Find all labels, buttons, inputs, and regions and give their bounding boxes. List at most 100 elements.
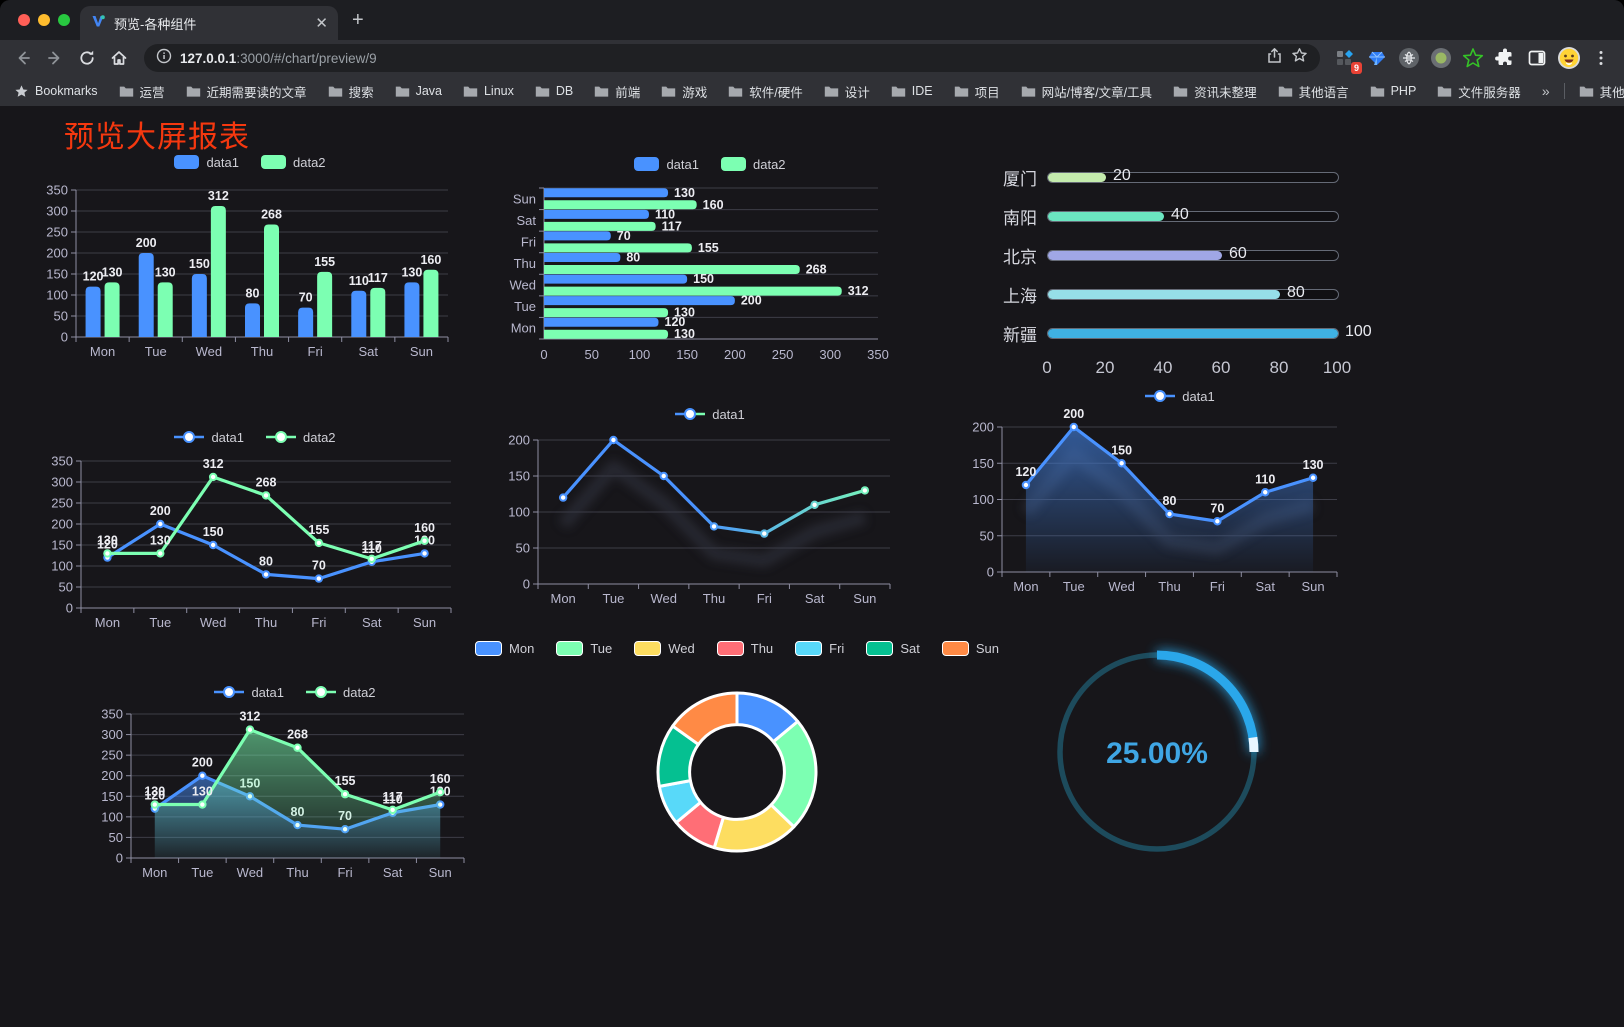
svg-text:Sun: Sun [853, 591, 876, 606]
new-tab-button[interactable]: + [352, 9, 364, 31]
svg-text:155: 155 [314, 255, 335, 269]
legend-item[interactable]: Tue [556, 640, 612, 656]
bookmark-star-icon[interactable] [1291, 47, 1308, 69]
legend-item[interactable]: Thu [716, 640, 773, 656]
folder-icon [119, 86, 133, 97]
menu-kebab-icon[interactable] [1588, 45, 1614, 71]
bookmark-folder[interactable]: 近期需要读的文章 [186, 82, 307, 101]
bookmark-folder[interactable]: 运营 [119, 82, 165, 101]
svg-text:Mon: Mon [550, 591, 575, 606]
svg-text:70: 70 [1210, 501, 1224, 515]
legend-item[interactable]: data2 [266, 430, 336, 445]
legend-item[interactable]: data2 [261, 155, 326, 170]
progress-row: 上海 80 [985, 284, 1339, 306]
bookmark-folder[interactable]: 其他语言 [1278, 82, 1349, 101]
bookmark-folder[interactable]: 资讯未整理 [1173, 82, 1257, 101]
bookmark-folder[interactable]: DB [535, 82, 573, 101]
tab-title: 预览-各种组件 [114, 16, 197, 32]
folder-icon [729, 86, 743, 97]
progress-label: 上海 [1003, 286, 1037, 306]
bookmark-folder[interactable]: 游戏 [661, 82, 707, 101]
svg-text:Mon: Mon [1013, 579, 1038, 594]
bookmark-folder[interactable]: 前端 [594, 82, 640, 101]
reload-button[interactable] [74, 45, 100, 71]
legend-item[interactable]: Mon [475, 640, 534, 656]
home-button[interactable] [106, 45, 132, 71]
site-info-icon[interactable] [156, 48, 172, 69]
svg-text:Sun: Sun [513, 191, 536, 206]
svg-text:50: 50 [59, 580, 73, 595]
svg-text:312: 312 [203, 457, 224, 471]
window-close-button[interactable] [18, 14, 30, 26]
legend-item[interactable]: data2 [306, 685, 376, 700]
svg-text:200: 200 [741, 294, 762, 308]
legend-item[interactable]: data1 [675, 407, 745, 422]
gem-extension-icon[interactable] [1364, 45, 1390, 71]
svg-text:Fri: Fri [308, 344, 323, 359]
bookmark-folder[interactable]: 项目 [954, 82, 1000, 101]
legend-item[interactable]: Sat [866, 640, 920, 656]
legend-item[interactable]: data1 [174, 155, 239, 170]
svg-text:130: 130 [155, 265, 176, 279]
legend-item[interactable]: data2 [721, 157, 786, 172]
svg-text:Sat: Sat [359, 344, 379, 359]
window-minimize-button[interactable] [38, 14, 50, 26]
bookmark-folder[interactable]: 软件/硬件 [728, 82, 803, 101]
devtools-extension-icon[interactable]: 9 [1332, 45, 1362, 74]
bookmark-folder[interactable]: Linux [463, 82, 514, 101]
legend-item[interactable]: data1 [634, 157, 699, 172]
svg-text:250: 250 [101, 748, 123, 763]
bookmark-folder[interactable]: 文件服务器 [1437, 82, 1521, 101]
svg-text:Thu: Thu [251, 344, 273, 359]
svg-text:130: 130 [401, 265, 422, 279]
svg-text:160: 160 [420, 253, 441, 267]
bookmark-folder[interactable]: PHP [1370, 82, 1416, 101]
bookmark-folder[interactable]: Java [395, 82, 442, 101]
bookmark-folder[interactable]: 搜索 [328, 82, 374, 101]
bookmark-folder[interactable]: IDE [891, 82, 933, 101]
legend-item[interactable]: data1 [214, 685, 284, 700]
other-bookmarks-folder[interactable]: 其他书签 [1579, 82, 1624, 101]
bookmark-folder[interactable]: 设计 [824, 82, 870, 101]
green-star-extension-icon[interactable] [1460, 45, 1486, 71]
svg-text:268: 268 [261, 207, 282, 221]
bookmarks-manager[interactable]: Bookmarks [14, 84, 98, 99]
chart-horizontal-bar: data1 data2 0 50 100 150 200 250 300 350 Sun 130 160… [500, 152, 920, 373]
svg-text:268: 268 [806, 263, 827, 277]
folder-icon [1579, 86, 1593, 97]
window-controls [18, 14, 70, 26]
bookmark-folder[interactable]: 网站/博客/文章/工具 [1021, 82, 1152, 101]
svg-text:130: 130 [674, 327, 695, 341]
emoji-extension-icon[interactable] [1556, 45, 1582, 71]
back-button[interactable] [10, 45, 36, 71]
svg-text:250: 250 [51, 496, 73, 511]
record-extension-icon[interactable] [1428, 45, 1454, 71]
legend-item[interactable]: Fri [795, 640, 844, 656]
svg-text:120: 120 [97, 538, 118, 552]
svg-text:Sun: Sun [410, 344, 433, 359]
bookmarks-overflow-chevron[interactable]: » [1541, 83, 1550, 99]
share-icon[interactable] [1266, 47, 1283, 69]
legend-item[interactable]: Sun [941, 640, 999, 656]
folder-icon [186, 86, 200, 97]
svg-text:110: 110 [1255, 472, 1275, 486]
tab-close-icon[interactable]: ✕ [315, 14, 328, 32]
browser-tab[interactable]: 预览-各种组件 ✕ [80, 6, 338, 40]
svg-text:130: 130 [192, 785, 213, 799]
window-zoom-button[interactable] [58, 14, 70, 26]
svg-text:Mon: Mon [90, 344, 115, 359]
legend-item[interactable]: Wed [634, 640, 695, 656]
chart-legend: data1 data2 [45, 425, 465, 449]
svg-text:Tue: Tue [149, 615, 171, 630]
forward-button[interactable] [42, 45, 68, 71]
knot-extension-icon[interactable] [1396, 45, 1422, 71]
extensions-puzzle-icon[interactable] [1492, 45, 1518, 71]
legend-item[interactable]: data1 [1145, 389, 1215, 404]
svg-text:150: 150 [101, 789, 123, 804]
legend-item[interactable]: data1 [174, 430, 244, 445]
svg-text:300: 300 [819, 347, 841, 362]
svg-text:130: 130 [144, 785, 165, 799]
side-panel-icon[interactable] [1524, 45, 1550, 71]
svg-text:155: 155 [308, 523, 329, 537]
address-bar[interactable]: 127.0.0.1:3000/#/chart/preview/9 [144, 44, 1320, 72]
